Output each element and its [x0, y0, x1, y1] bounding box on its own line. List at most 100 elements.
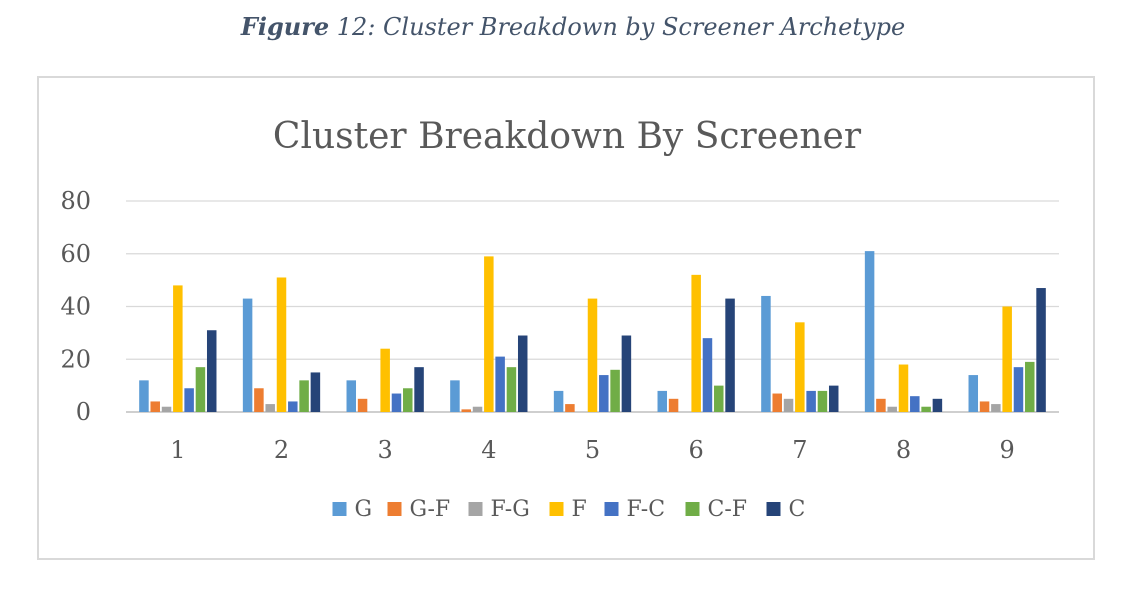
- figure-caption-text: 12: Cluster Breakdown by Screener Archet…: [329, 13, 906, 41]
- bar-g-cluster-8: [864, 251, 875, 412]
- legend-label: F-C: [627, 497, 666, 522]
- x-tick-label: 8: [896, 436, 911, 464]
- bar-f-c-cluster-9: [1013, 367, 1024, 412]
- legend-swatch: [685, 502, 700, 516]
- bar-c-f-cluster-4: [506, 367, 517, 412]
- bar-chart: Cluster Breakdown By Screener 020406080 …: [60, 116, 1059, 522]
- chart-frame: Cluster Breakdown By Screener 0 20 40 60 80 …: [37, 76, 1095, 560]
- bar-g-cluster-5: [553, 390, 564, 412]
- legend: G G-F F-G F F-C C-F C: [332, 497, 806, 522]
- bar-g-cluster-6: [657, 390, 668, 412]
- y-tick-label: 40: [60, 293, 91, 321]
- legend-item-f-g: F-G: [468, 497, 530, 522]
- bar-g-f-cluster-7: [772, 393, 782, 412]
- y-tick-label: 0: [76, 398, 91, 426]
- bar-f-c-cluster-7: [806, 390, 816, 412]
- x-tick-label: 6: [689, 436, 704, 464]
- x-tick-label: 4: [481, 436, 496, 464]
- legend-swatch: [468, 502, 483, 516]
- legend-swatch: [604, 502, 619, 516]
- bar-f-g-cluster-9: [991, 404, 1001, 412]
- legend-swatch: [332, 502, 347, 516]
- bar-f-g-cluster-1: [161, 406, 172, 412]
- bars: [139, 251, 1046, 412]
- bar-f-cluster-8: [898, 364, 909, 412]
- bar-c-cluster-8: [932, 398, 943, 412]
- legend-swatch: [766, 502, 781, 516]
- bar-c-f-cluster-2: [299, 380, 309, 412]
- bar-g-f-cluster-3: [357, 398, 368, 412]
- bar-c-cluster-7: [828, 385, 839, 412]
- bar-f-c-cluster-4: [495, 356, 505, 412]
- legend-label: F-G: [491, 497, 530, 522]
- x-tick-label: 7: [792, 436, 807, 464]
- bar-c-f-cluster-6: [714, 385, 724, 412]
- legend-item-f-c: F-C: [604, 497, 666, 522]
- chart-title: Cluster Breakdown By Screener: [273, 116, 862, 157]
- bar-c-cluster-3: [414, 367, 424, 412]
- figure-caption: Figure 12: Cluster Breakdown by Screener…: [0, 12, 1146, 41]
- x-axis-ticks: 1 2 3 4 5 6 7 8 9: [170, 436, 1015, 464]
- bar-g-f-cluster-4: [461, 409, 471, 412]
- bar-c-cluster-2: [310, 372, 321, 412]
- legend-label: C-F: [708, 497, 748, 522]
- legend-swatch: [549, 502, 564, 516]
- legend-label: G: [355, 497, 373, 522]
- bar-g-f-cluster-5: [565, 404, 575, 412]
- bar-c-f-cluster-1: [195, 367, 206, 412]
- bar-c-f-cluster-3: [403, 388, 413, 412]
- bar-f-c-cluster-1: [184, 388, 194, 412]
- x-tick-label: 5: [585, 436, 600, 464]
- bar-f-g-cluster-8: [887, 406, 897, 412]
- x-tick-label: 9: [1000, 436, 1015, 464]
- legend-item-g-f: G-F: [387, 497, 451, 522]
- bar-f-g-cluster-2: [265, 404, 275, 412]
- bar-f-cluster-3: [380, 348, 390, 412]
- bar-g-f-cluster-8: [876, 398, 886, 412]
- bar-f-g-cluster-7: [783, 398, 794, 412]
- bar-c-cluster-1: [206, 330, 217, 412]
- bar-g-f-cluster-2: [254, 388, 264, 412]
- legend-item-g: G: [332, 497, 373, 522]
- bar-f-c-cluster-6: [702, 338, 713, 412]
- figure-caption-label: Figure: [240, 12, 330, 41]
- bar-c-f-cluster-9: [1025, 361, 1035, 412]
- bar-g-f-cluster-6: [668, 398, 679, 412]
- bar-f-c-cluster-3: [391, 393, 402, 412]
- legend-item-f: F: [549, 497, 587, 522]
- x-tick-label: 1: [170, 436, 185, 464]
- bar-g-cluster-3: [346, 380, 357, 412]
- bar-f-cluster-2: [276, 277, 287, 412]
- bar-g-cluster-2: [242, 298, 253, 412]
- x-tick-label: 2: [274, 436, 289, 464]
- bar-c-cluster-6: [725, 298, 735, 412]
- bar-c-cluster-4: [517, 335, 528, 412]
- bar-f-cluster-1: [173, 285, 183, 412]
- y-tick-label: 80: [60, 187, 91, 215]
- legend-swatch: [387, 502, 402, 516]
- y-tick-label: 60: [60, 240, 91, 268]
- bar-g-cluster-1: [139, 380, 149, 412]
- x-tick-label: 3: [378, 436, 393, 464]
- bar-g-cluster-4: [450, 380, 460, 412]
- bar-f-cluster-5: [587, 298, 598, 412]
- legend-item-c-f: C-F: [685, 497, 748, 522]
- bar-f-c-cluster-8: [910, 396, 920, 412]
- bar-g-f-cluster-1: [150, 401, 160, 412]
- bar-f-g-cluster-4: [472, 406, 483, 412]
- bar-f-c-cluster-2: [288, 401, 298, 412]
- bar-g-cluster-7: [761, 295, 771, 412]
- bar-c-f-cluster-8: [921, 406, 931, 412]
- y-tick-label: 20: [60, 345, 91, 373]
- legend-label: G-F: [410, 497, 451, 522]
- y-axis-ticks: 0 20 40 60 80: [60, 187, 91, 426]
- bar-g-f-cluster-9: [979, 401, 990, 412]
- legend-item-c: C: [766, 497, 806, 522]
- legend-label: C: [789, 497, 806, 522]
- bar-f-c-cluster-5: [599, 375, 609, 412]
- bar-c-cluster-9: [1036, 288, 1046, 412]
- legend-label: F: [572, 497, 587, 522]
- bar-g-cluster-9: [968, 375, 979, 412]
- bar-c-f-cluster-7: [817, 390, 828, 412]
- bar-f-cluster-9: [1002, 306, 1012, 412]
